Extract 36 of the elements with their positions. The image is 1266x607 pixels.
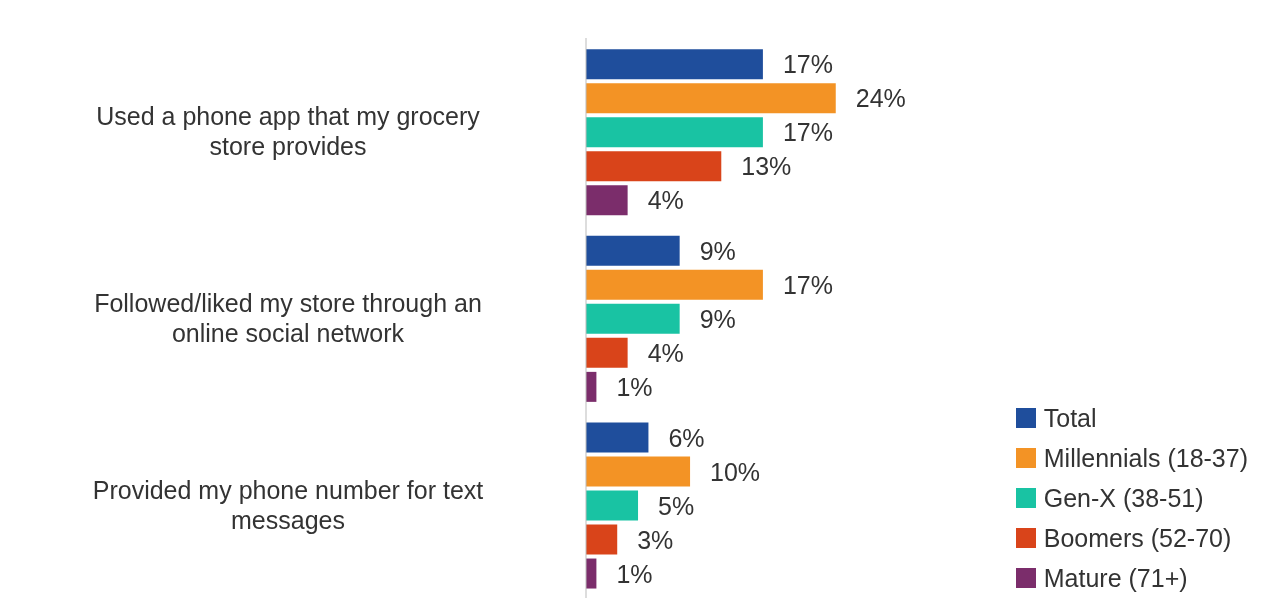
legend-label: Gen-X (38-51) xyxy=(1043,483,1204,513)
data-label: 1% xyxy=(616,559,653,588)
data-label: 4% xyxy=(647,338,684,367)
legend-label: Millennials (18-37) xyxy=(1043,443,1248,473)
y-tick-label: Followed/liked my store through an online social network xyxy=(94,289,482,347)
bar xyxy=(586,117,763,148)
bar xyxy=(586,303,680,334)
bar xyxy=(586,524,618,555)
bar xyxy=(586,269,763,300)
y-tick-label: Provided my phone number for text messages xyxy=(92,475,484,534)
data-label: 17% xyxy=(782,270,833,299)
data-label: 17% xyxy=(782,118,833,147)
data-label: 17% xyxy=(782,50,833,79)
data-label: 1% xyxy=(616,372,653,401)
data-label: 9% xyxy=(699,236,736,265)
bar xyxy=(586,490,639,521)
bar xyxy=(586,422,649,453)
data-label: 24% xyxy=(855,84,906,113)
bar xyxy=(586,337,628,368)
legend-label: Boomers (52-70) xyxy=(1043,523,1232,553)
data-label: 6% xyxy=(668,423,705,452)
legend-label: Total xyxy=(1043,403,1097,433)
bar xyxy=(586,456,691,487)
data-label: 4% xyxy=(647,186,684,215)
bar xyxy=(586,185,628,216)
data-label: 9% xyxy=(699,304,736,333)
data-label: 3% xyxy=(637,525,674,554)
data-label: 13% xyxy=(741,152,792,181)
legend-label: Mature (71+) xyxy=(1043,563,1188,593)
data-label: 10% xyxy=(710,457,761,486)
y-tick-label: Used a phone app that my grocery store provides xyxy=(96,102,481,161)
bar xyxy=(586,49,763,80)
bar xyxy=(586,151,722,182)
bar xyxy=(586,83,836,114)
bar xyxy=(586,235,680,266)
data-label: 5% xyxy=(658,491,695,520)
